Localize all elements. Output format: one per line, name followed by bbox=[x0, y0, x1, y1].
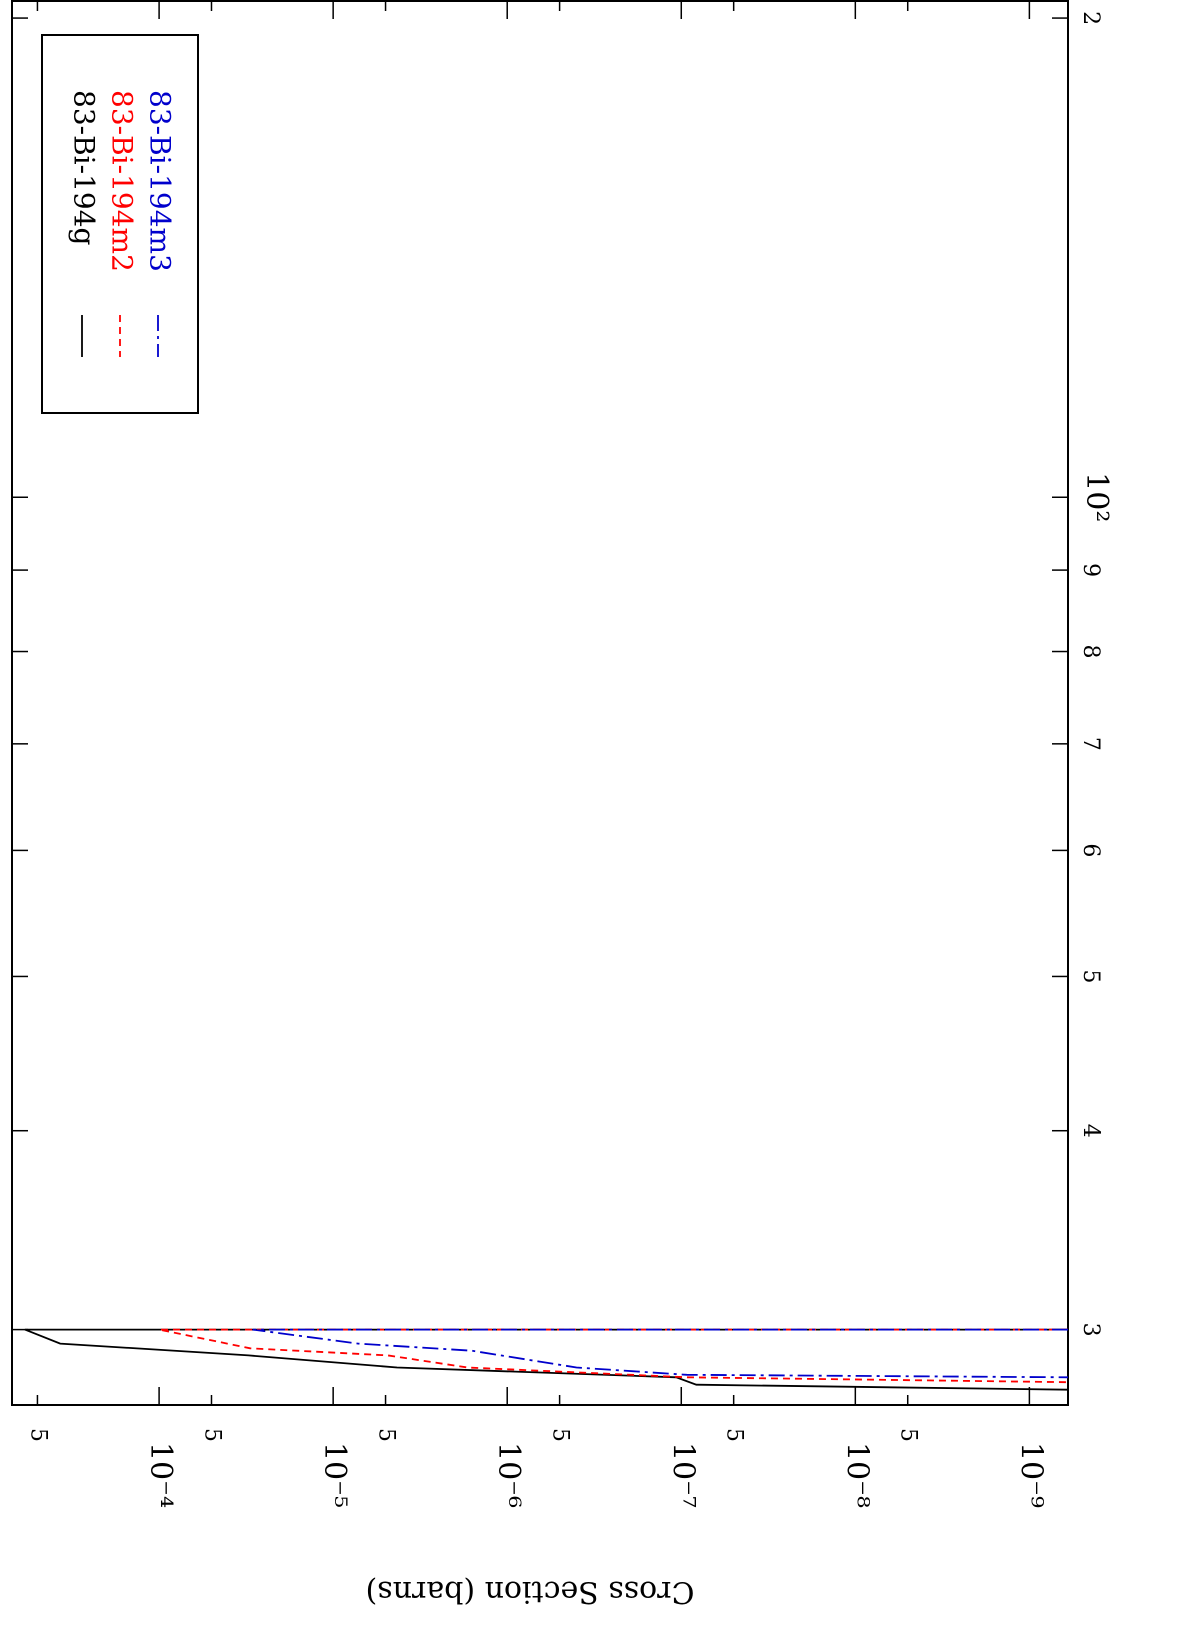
legend-label: 83-Bi-194g bbox=[68, 90, 101, 246]
y-tick-label: 10⁻⁸ bbox=[839, 1442, 874, 1508]
x-tick-label: 5 bbox=[1078, 969, 1103, 983]
x-tick-label: 9 bbox=[1078, 563, 1103, 577]
x-tick-label: 8 bbox=[1078, 645, 1103, 659]
y-axis-title: Cross Section (barns) bbox=[366, 1574, 695, 1609]
y-tick-label: 5 bbox=[722, 1428, 747, 1442]
x-tick-label: 7 bbox=[1078, 737, 1103, 751]
x-tick-label: 3 bbox=[1078, 1323, 1103, 1337]
legend-label: 83-Bi-194m3 bbox=[144, 90, 177, 272]
legend-box bbox=[41, 34, 199, 414]
y-tick-label: 5 bbox=[374, 1428, 399, 1442]
y-tick-label: 10⁻⁷ bbox=[665, 1442, 700, 1508]
y-tick-label: 5 bbox=[896, 1428, 921, 1442]
x-tick-label: 10² bbox=[1079, 472, 1114, 522]
x-tick-label: 6 bbox=[1078, 843, 1103, 857]
x-tick-label: 2 bbox=[1078, 11, 1103, 25]
y-tick-label: 10⁻⁴ bbox=[143, 1442, 178, 1508]
y-tick-label: 5 bbox=[199, 1428, 224, 1442]
legend-label: 83-Bi-194m2 bbox=[106, 90, 139, 272]
y-tick-label: 5 bbox=[548, 1428, 573, 1442]
y-tick-label: 10⁻⁵ bbox=[317, 1442, 352, 1508]
x-tick-label: 4 bbox=[1078, 1124, 1103, 1138]
series-line bbox=[252, 1328, 1069, 1379]
y-tick-label: 5 bbox=[25, 1428, 50, 1442]
series-line bbox=[24, 1328, 1069, 1391]
y-tick-label: 10⁻⁹ bbox=[1013, 1442, 1048, 1508]
y-tick-label: 10⁻⁶ bbox=[491, 1442, 526, 1508]
plot-frame bbox=[11, 0, 1069, 1406]
